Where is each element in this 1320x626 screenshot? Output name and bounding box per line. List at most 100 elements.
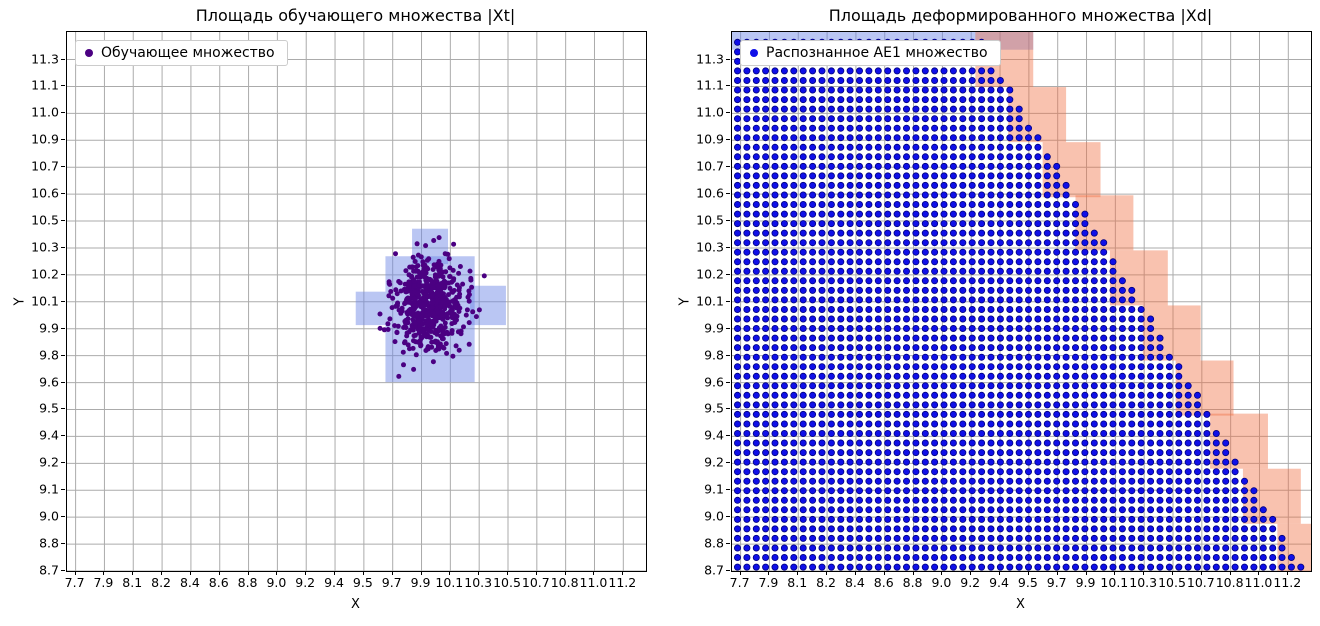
y-tick-mark bbox=[726, 462, 730, 464]
x-tick-label: 10.7 bbox=[1186, 575, 1215, 590]
x-tick-mark bbox=[276, 571, 278, 575]
x-tick-mark bbox=[103, 571, 105, 575]
x-tick-mark bbox=[161, 571, 163, 575]
y-tick-mark bbox=[726, 543, 730, 545]
x-tick-label: 9.7 bbox=[1046, 575, 1067, 590]
y-tick-mark bbox=[61, 381, 65, 383]
y-tick-label: 9.5 bbox=[704, 400, 724, 416]
left-legend: Обучающее множество bbox=[75, 40, 288, 66]
x-tick-mark bbox=[854, 571, 856, 575]
x-tick-label: 11.2 bbox=[608, 575, 637, 590]
x-tick-mark bbox=[132, 571, 134, 575]
y-tick-mark bbox=[61, 273, 65, 275]
right-plot-canvas bbox=[732, 32, 1311, 571]
x-tick-label: 10.1 bbox=[435, 575, 464, 590]
x-tick-mark bbox=[768, 571, 770, 575]
y-tick-label: 9.8 bbox=[704, 347, 724, 363]
stair-cell bbox=[1142, 305, 1201, 361]
x-tick-label: 7.7 bbox=[64, 575, 85, 590]
x-tick-label: 8.4 bbox=[179, 575, 200, 590]
x-tick-label: 10.1 bbox=[1100, 575, 1129, 590]
training-scatter-points bbox=[377, 235, 487, 379]
x-tick-mark bbox=[420, 571, 422, 575]
x-tick-mark bbox=[883, 571, 885, 575]
y-tick-label: 9.6 bbox=[39, 374, 59, 390]
y-tick-mark bbox=[726, 166, 730, 168]
x-tick-label: 9.4 bbox=[324, 575, 344, 590]
x-tick-label: 9.4 bbox=[989, 575, 1009, 590]
y-tick-mark bbox=[61, 354, 65, 356]
y-tick-mark bbox=[726, 570, 730, 571]
x-tick-label: 9.5 bbox=[352, 575, 373, 590]
x-tick-mark bbox=[74, 571, 76, 575]
y-tick-label: 9.9 bbox=[39, 320, 59, 336]
x-tick-mark bbox=[1056, 571, 1058, 575]
x-tick-label: 9.7 bbox=[381, 575, 402, 590]
x-tick-mark bbox=[1114, 571, 1116, 575]
left-axes: Обучающее множество bbox=[66, 31, 647, 572]
x-tick-label: 10.3 bbox=[464, 575, 493, 590]
x-tick-label: 10.7 bbox=[521, 575, 550, 590]
x-tick-mark bbox=[189, 571, 191, 575]
stair-cell bbox=[1175, 360, 1234, 416]
y-tick-label: 9.2 bbox=[704, 454, 724, 470]
y-tick-mark bbox=[61, 139, 65, 141]
y-tick-label: 10.9 bbox=[31, 131, 59, 147]
x-tick-label: 9.0 bbox=[931, 575, 952, 590]
y-tick-label: 9.1 bbox=[39, 481, 59, 497]
x-tick-mark bbox=[478, 571, 480, 575]
y-tick-label: 9.9 bbox=[704, 320, 724, 336]
x-tick-mark bbox=[1258, 571, 1260, 575]
y-tick-label: 10.3 bbox=[31, 239, 59, 255]
x-tick-mark bbox=[564, 571, 566, 575]
x-tick-mark bbox=[1287, 571, 1289, 575]
x-tick-label: 9.5 bbox=[1017, 575, 1038, 590]
y-tick-mark bbox=[61, 220, 65, 222]
left-plot-canvas bbox=[67, 32, 646, 571]
y-tick-label: 10.7 bbox=[31, 158, 59, 174]
x-tick-label: 9.9 bbox=[1075, 575, 1096, 590]
x-tick-label: 8.1 bbox=[787, 575, 808, 590]
x-tick-label: 8.6 bbox=[873, 575, 894, 590]
x-tick-label: 8.2 bbox=[151, 575, 172, 590]
y-tick-label: 11.3 bbox=[696, 51, 724, 67]
y-tick-label: 10.2 bbox=[696, 266, 724, 282]
x-tick-label: 8.8 bbox=[237, 575, 258, 590]
x-tick-mark bbox=[1229, 571, 1231, 575]
y-tick-mark bbox=[61, 327, 65, 329]
x-tick-label: 8.1 bbox=[122, 575, 143, 590]
y-tick-mark bbox=[726, 300, 730, 302]
highlight-cell bbox=[355, 291, 386, 326]
x-tick-label: 10.3 bbox=[1129, 575, 1158, 590]
y-tick-mark bbox=[61, 435, 65, 437]
x-tick-label: 8.6 bbox=[208, 575, 229, 590]
y-tick-mark bbox=[726, 273, 730, 275]
y-tick-label: 10.1 bbox=[31, 293, 59, 309]
y-tick-mark bbox=[726, 139, 730, 141]
left-legend-label: Обучающее множество bbox=[101, 45, 275, 61]
x-tick-mark bbox=[622, 571, 624, 575]
y-tick-mark bbox=[61, 489, 65, 491]
y-tick-label: 9.6 bbox=[704, 374, 724, 390]
y-tick-mark bbox=[726, 516, 730, 518]
y-tick-mark bbox=[726, 220, 730, 222]
x-tick-mark bbox=[1172, 571, 1173, 575]
x-tick-mark bbox=[1200, 571, 1202, 575]
y-tick-mark bbox=[61, 300, 65, 302]
x-tick-mark bbox=[797, 571, 799, 575]
y-tick-label: 10.5 bbox=[31, 212, 59, 228]
right-legend-label: Распознанное AE1 множество bbox=[766, 45, 988, 61]
x-tick-label: 10.8 bbox=[550, 575, 579, 590]
y-tick-label: 11.1 bbox=[31, 77, 59, 93]
y-tick-label: 9.2 bbox=[39, 454, 59, 470]
y-tick-mark bbox=[61, 85, 65, 87]
x-tick-label: 11.2 bbox=[1273, 575, 1302, 590]
x-tick-mark bbox=[999, 571, 1001, 575]
stair-cell bbox=[1109, 250, 1168, 306]
x-tick-label: 9.2 bbox=[960, 575, 981, 590]
y-tick-label: 10.1 bbox=[696, 293, 724, 309]
y-tick-label: 10.6 bbox=[31, 185, 59, 201]
x-tick-mark bbox=[334, 571, 336, 575]
training-set-marker-icon bbox=[85, 49, 93, 57]
